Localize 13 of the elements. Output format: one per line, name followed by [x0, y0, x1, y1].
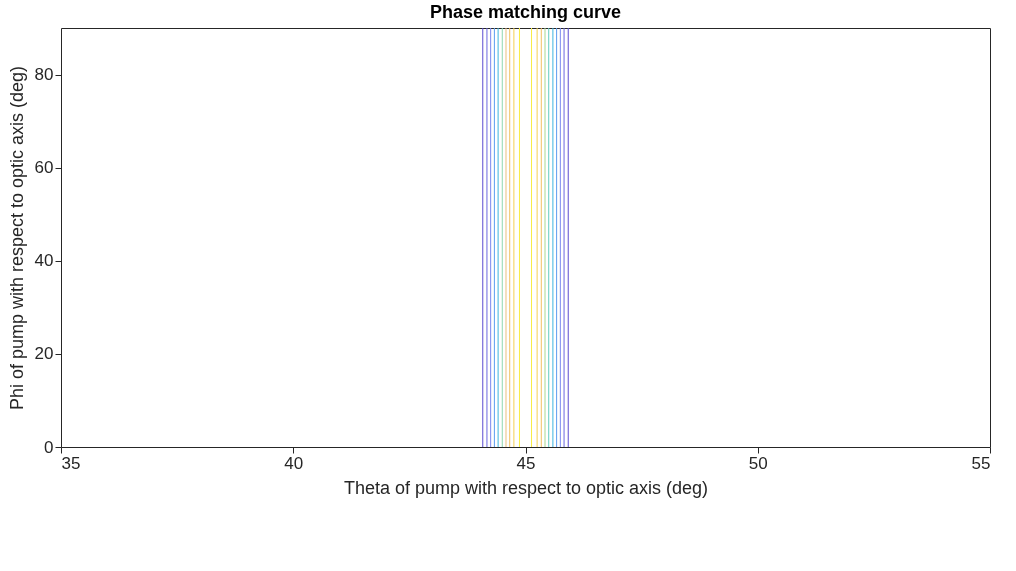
y-tick-label: 0 [44, 437, 54, 457]
x-tick-label: 35 [61, 453, 81, 473]
x-tick-label: 55 [971, 453, 991, 473]
y-tick-label: 40 [34, 251, 54, 271]
x-tick-label: 50 [748, 453, 768, 473]
x-axis-title: Theta of pump with respect to optic axis (deg) [343, 477, 709, 498]
chart-title: Phase matching curve [429, 2, 622, 22]
x-tick-label: 40 [284, 453, 304, 473]
y-tick-label: 80 [34, 65, 54, 85]
y-axis-title: Phi of pump with respect to optic axis (deg) [6, 65, 27, 411]
y-tick-label: 60 [34, 158, 54, 178]
x-tick-label: 45 [516, 453, 536, 473]
y-tick-label: 20 [34, 344, 54, 364]
